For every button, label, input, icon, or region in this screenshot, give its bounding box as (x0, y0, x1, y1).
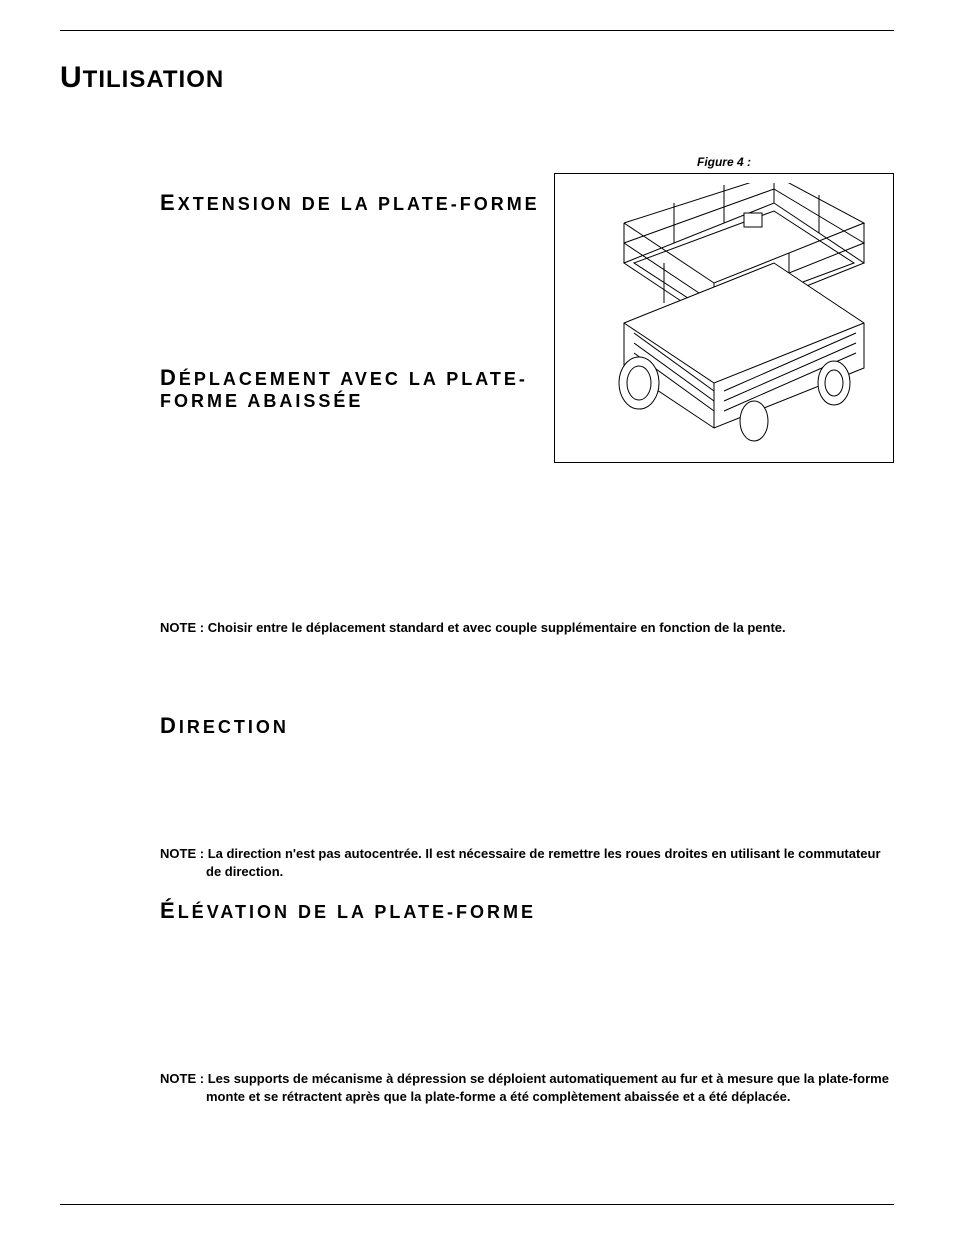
heading-deplacement-rest: ÉPLACEMENT AVEC LA PLATE-FORME ABAISSÉE (160, 369, 528, 411)
spacer (160, 749, 894, 809)
note-1: NOTE : Choisir entre le déplacement stan… (160, 619, 894, 637)
page-title-first-letter: U (60, 61, 83, 94)
heading-extension-rest: XTENSION DE LA PLATE-FORME (178, 194, 540, 214)
note-2-text: La direction n'est pas autocentrée. Il e… (206, 846, 881, 879)
note-1-text: Choisir entre le déplacement standard et… (208, 620, 786, 635)
heading-direction-first-letter: D (160, 713, 179, 738)
extension-row: EXTENSION DE LA PLATE-FORME DÉPLACEMENT … (160, 155, 894, 463)
spacer (160, 1034, 894, 1054)
document-page: UTILISATION EXTENSION DE LA PLATE-FORME … (0, 0, 954, 1235)
scissor-lift-icon (564, 183, 884, 453)
spacer (160, 653, 894, 713)
top-rule (60, 30, 894, 31)
spacer (160, 934, 894, 1034)
extension-left-column: EXTENSION DE LA PLATE-FORME DÉPLACEMENT … (160, 155, 534, 422)
page-title: UTILISATION (60, 61, 894, 95)
note-2: NOTE : La direction n'est pas autocentré… (160, 845, 894, 881)
heading-elevation-first-letter: É (160, 898, 178, 923)
heading-direction-rest: IRECTION (179, 717, 289, 737)
heading-direction: DIRECTION (160, 713, 894, 739)
heading-extension: EXTENSION DE LA PLATE-FORME (160, 190, 540, 216)
heading-extension-first-letter: E (160, 190, 178, 215)
heading-deplacement: DÉPLACEMENT AVEC LA PLATE-FORME ABAISSÉE (160, 365, 534, 412)
bottom-rule (60, 1204, 894, 1205)
note-label: NOTE : (160, 846, 204, 861)
spacer (160, 809, 894, 829)
spacer (160, 463, 894, 603)
content-body: EXTENSION DE LA PLATE-FORME DÉPLACEMENT … (160, 155, 894, 1106)
figure-frame (554, 173, 894, 463)
page-title-rest: TILISATION (83, 66, 225, 93)
note-label: NOTE : (160, 1071, 204, 1086)
note-3: NOTE : Les supports de mécanisme à dépre… (160, 1070, 894, 1106)
note-3-text: Les supports de mécanisme à dépression s… (206, 1071, 889, 1104)
heading-elevation-rest: LÉVATION DE LA PLATE-FORME (178, 902, 536, 922)
heading-deplacement-first-letter: D (160, 365, 179, 390)
note-label: NOTE : (160, 620, 204, 635)
figure-caption: Figure 4 : (554, 155, 894, 169)
figure-4: Figure 4 : (554, 155, 894, 463)
heading-elevation: ÉLÉVATION DE LA PLATE-FORME (160, 898, 894, 924)
